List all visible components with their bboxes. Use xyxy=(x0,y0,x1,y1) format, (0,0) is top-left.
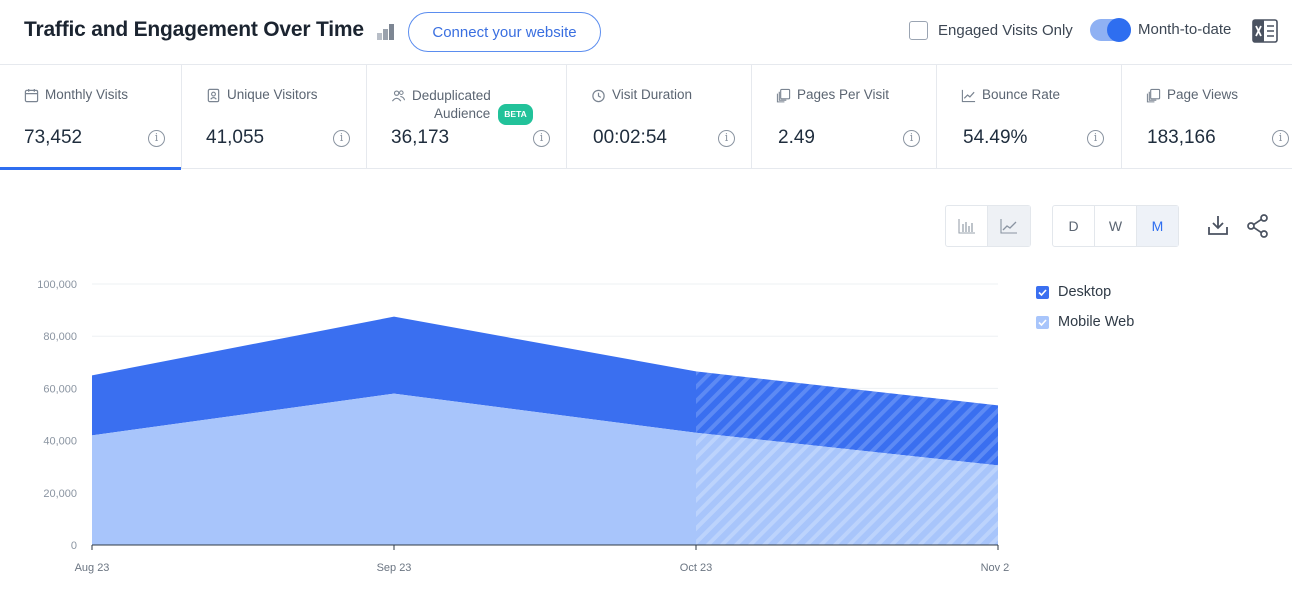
granularity-switch: D W M xyxy=(1052,205,1179,247)
bar-chart-icon xyxy=(957,219,975,234)
toggle-knob xyxy=(1107,18,1131,42)
metric-unique-visitors[interactable]: Unique Visitors 41,055 i xyxy=(182,65,367,169)
traffic-area-chart: 100,000 80,000 60,000 40,000 20,000 0 Aug 23 Se… xyxy=(37,279,1010,574)
page-title: Traffic and Engagement Over Time xyxy=(24,18,364,41)
excel-export-icon[interactable] xyxy=(1252,18,1278,44)
y-tick-label: 20,000 xyxy=(43,488,77,500)
granularity-monthly-button[interactable]: M xyxy=(1137,206,1178,246)
metric-value: 36,173 xyxy=(391,127,450,148)
clock-icon xyxy=(592,89,605,103)
header: Traffic and Engagement Over Time Connect… xyxy=(0,0,1292,64)
metric-value: 54.49% xyxy=(963,127,1028,148)
pages-icon xyxy=(776,88,791,103)
mobile-web-area[interactable] xyxy=(92,393,696,545)
desktop-area-partial[interactable] xyxy=(696,371,998,466)
x-tick-label: Nov 23 xyxy=(981,562,1010,574)
chart-areas xyxy=(92,316,998,545)
mobile-web-area-partial[interactable] xyxy=(696,432,998,545)
pages-icon xyxy=(1146,88,1161,103)
metric-value: 41,055 xyxy=(206,127,265,148)
granularity-weekly-button[interactable]: W xyxy=(1095,206,1137,246)
metric-monthly-visits[interactable]: Monthly Visits 73,452 i xyxy=(0,65,182,170)
metric-value: 2.49 xyxy=(778,127,815,148)
calendar-icon xyxy=(24,88,39,103)
chart-type-switch xyxy=(945,205,1031,247)
line-chart-icon xyxy=(1000,219,1017,234)
legend-label: Mobile Web xyxy=(1058,314,1135,330)
metric-bounce-rate[interactable]: Bounce Rate 54.49% i xyxy=(937,65,1122,169)
metric-value: 183,166 xyxy=(1147,127,1216,148)
metric-value: 00:02:54 xyxy=(593,127,667,148)
month-to-date-toggle[interactable] xyxy=(1090,18,1131,42)
bar-chart-button[interactable] xyxy=(946,206,988,246)
metric-label: Monthly Visits xyxy=(45,87,129,102)
engaged-visits-label: Engaged Visits Only xyxy=(938,22,1073,39)
metric-label-line2: Audience xyxy=(434,106,491,122)
legend-label: Desktop xyxy=(1058,284,1112,300)
y-tick-label: 40,000 xyxy=(43,436,77,448)
metric-label: Pages Per Visit xyxy=(797,87,890,102)
y-tick-label: 80,000 xyxy=(43,331,77,343)
info-icon[interactable]: i xyxy=(903,130,920,147)
metric-value: 73,452 xyxy=(24,127,83,148)
checkbox-checked-icon xyxy=(1036,315,1049,329)
info-icon[interactable]: i xyxy=(333,130,350,147)
metric-label: Visit Duration xyxy=(612,87,693,102)
rank-bars-icon xyxy=(377,24,394,40)
engaged-visits-checkbox[interactable] xyxy=(909,21,928,40)
desktop-area[interactable] xyxy=(92,316,696,436)
legend-item-mobile-web[interactable]: Mobile Web xyxy=(1036,307,1134,337)
info-icon[interactable]: i xyxy=(533,130,550,147)
info-icon[interactable]: i xyxy=(1272,130,1289,147)
info-icon[interactable]: i xyxy=(148,130,165,147)
metrics-bar: Monthly Visits 73,452 i Unique Visitors … xyxy=(0,64,1292,170)
x-tick-label: Aug 23 xyxy=(75,562,110,574)
chart-legend: Desktop Mobile Web xyxy=(1036,277,1134,337)
id-badge-icon xyxy=(207,88,220,103)
metric-label: Page Views xyxy=(1167,87,1239,102)
metric-label: Bounce Rate xyxy=(982,87,1061,102)
info-icon[interactable]: i xyxy=(1087,130,1104,147)
y-tick-label: 0 xyxy=(71,540,77,552)
line-chart-button[interactable] xyxy=(988,206,1030,246)
metric-page-views[interactable]: Page Views 183,166 i xyxy=(1122,65,1292,169)
y-tick-label: 100,000 xyxy=(37,279,77,291)
download-icon[interactable] xyxy=(1205,213,1231,239)
share-icon[interactable] xyxy=(1245,213,1271,239)
x-tick-label: Sep 23 xyxy=(377,562,412,574)
beta-badge: BETA xyxy=(498,104,533,125)
trend-icon xyxy=(961,89,976,103)
month-to-date-label: Month-to-date xyxy=(1138,21,1232,38)
metric-deduplicated-audience[interactable]: Deduplicated Audience BETA 36,173 i xyxy=(367,65,567,169)
chart-axes: 100,000 80,000 60,000 40,000 20,000 0 Aug 23 Se… xyxy=(37,279,1010,574)
x-tick-label: Oct 23 xyxy=(680,562,712,574)
granularity-daily-button[interactable]: D xyxy=(1053,206,1095,246)
metric-visit-duration[interactable]: Visit Duration 00:02:54 i xyxy=(567,65,752,169)
connect-website-button[interactable]: Connect your website xyxy=(408,12,601,52)
checkbox-checked-icon xyxy=(1036,285,1049,299)
metric-pages-per-visit[interactable]: Pages Per Visit 2.49 i xyxy=(752,65,937,169)
y-tick-label: 60,000 xyxy=(43,383,77,395)
metric-label: Deduplicated xyxy=(412,88,491,103)
info-icon[interactable]: i xyxy=(718,130,735,147)
metric-label: Unique Visitors xyxy=(227,87,318,102)
legend-item-desktop[interactable]: Desktop xyxy=(1036,277,1134,307)
users-icon xyxy=(391,90,406,102)
engaged-visits-filter[interactable]: Engaged Visits Only xyxy=(909,21,1073,40)
